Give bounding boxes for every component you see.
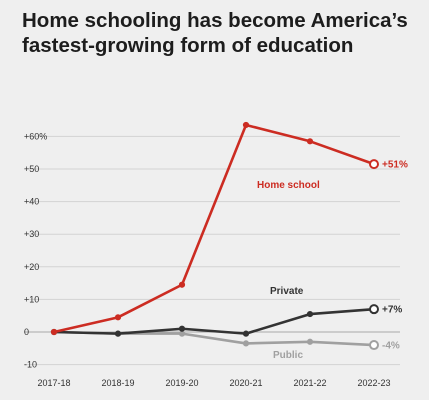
- public-point: [242, 340, 250, 347]
- home-school-line: [53, 123, 375, 334]
- y-tick-label: 0: [24, 327, 29, 337]
- public-point: [306, 338, 314, 345]
- private-name-label: Private: [270, 286, 304, 297]
- private-point: [369, 304, 379, 315]
- public-end-label: -4%: [382, 341, 400, 352]
- home-school-point: [114, 314, 122, 321]
- private-point: [178, 325, 186, 332]
- private-point: [306, 310, 314, 318]
- y-axis-tick-labels: -10 0 +10 +20 +30 +40 +50 +60%: [24, 131, 47, 369]
- x-tick-label: 2017-18: [37, 378, 70, 388]
- home-school-point: [369, 159, 379, 170]
- chart-title: Home schooling has become America’s fast…: [22, 9, 408, 57]
- home-school-point: [50, 328, 58, 336]
- private-point: [242, 330, 250, 337]
- x-axis-tick-labels: 2017-18 2018-19 2019-20 2020-21 2021-22 2022-…: [37, 378, 390, 388]
- x-tick-label: 2021-22: [293, 378, 326, 388]
- private-line: [53, 307, 375, 335]
- home-school-point: [178, 281, 186, 288]
- y-tick-label: +10: [24, 294, 39, 304]
- private-point: [114, 330, 122, 337]
- private-end-label: +7%: [382, 305, 402, 316]
- public-name-label: Public: [273, 350, 303, 361]
- x-tick-label: 2018-19: [101, 378, 134, 388]
- home-school-end-label: +51%: [382, 160, 408, 171]
- public-point: [369, 340, 379, 351]
- y-tick-label: +40: [24, 197, 39, 207]
- series-lines: [50, 121, 379, 351]
- y-tick-label: +20: [24, 262, 39, 272]
- home-school-point: [242, 121, 250, 129]
- y-tick-label: +60%: [24, 131, 47, 141]
- x-tick-label: 2020-21: [229, 378, 262, 388]
- home-school-name-label: Home school: [257, 180, 320, 191]
- y-tick-label: -10: [24, 360, 37, 370]
- y-tick-label: +30: [24, 229, 39, 239]
- x-tick-label: 2022-23: [357, 378, 390, 388]
- y-tick-label: +50: [24, 164, 39, 174]
- series-labels: -4% +7% +51% Home school Private Public: [257, 160, 408, 361]
- x-tick-label: 2019-20: [165, 378, 198, 388]
- home-school-point: [306, 138, 314, 145]
